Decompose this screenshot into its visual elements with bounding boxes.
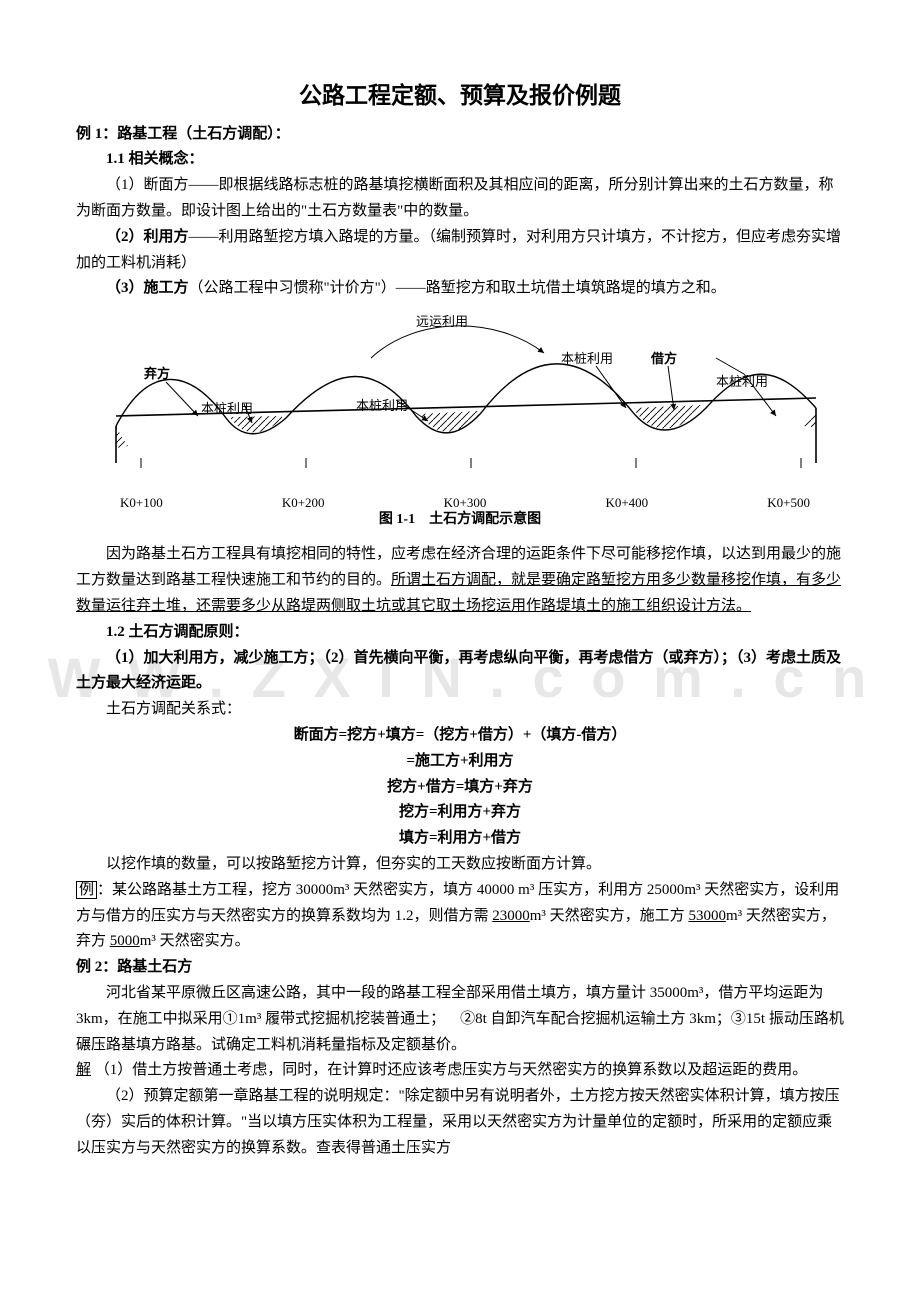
p2-lead: （2）利用方 [106, 229, 189, 245]
after-p1: 因为路基土石方工程具有填挖相同的特性，应考虑在经济合理的运距条件下尽可能移挖作填… [76, 542, 844, 619]
ex-body4: m³ 天然密实方。 [140, 933, 250, 949]
diagram-caption: 图 1-1 土石方调配示意图 [76, 508, 844, 532]
earthwork-diagram: 远运利用 弃方 本桩利用 本桩利用 本桩利用 本桩利用 借方 [76, 308, 844, 488]
tick-1: K0+200 [282, 492, 325, 514]
label-local-1: 本桩利用 [201, 401, 253, 416]
ex2-p3: （2）预算定额第一章路基工程的说明规定："除定额中另有说明者外，土方挖方按天然密… [76, 1084, 844, 1161]
after-p4: 以挖作填的数量，可以按路堑挖方计算，但夯实的工天数应按断面方计算。 [76, 852, 844, 878]
formula-2: =施工方+利用方 [76, 749, 844, 775]
label-discard: 弃方 [144, 366, 170, 381]
ex-53000: 53000 [688, 908, 726, 924]
ex-23000: 23000 [492, 908, 530, 924]
p2-body: ——利用路堑挖方填入路堤的方量。（编制预算时，对利用方只计填方，不计挖方，但应考… [76, 229, 841, 271]
formula-3: 挖方+借方=填方+弃方 [76, 775, 844, 801]
example-inline: 例：某公路路基土方工程，挖方 30000m³ 天然密实方，填方 40000 m³… [76, 878, 844, 955]
label-borrow: 借方 [650, 351, 677, 366]
tick-3: K0+400 [605, 492, 648, 514]
para-1-1-1: （1）断面方——即根据线路标志桩的路基填挖横断面积及其相应间的距离，所分别计算出… [76, 173, 844, 225]
formula-4: 挖方=利用方+弃方 [76, 800, 844, 826]
tick-0: K0+100 [120, 492, 163, 514]
para-1-1-3: （3）施工方（公路工程中习惯称"计价方"）——路堑挖方和取土坑借土填筑路堤的填方… [76, 276, 844, 302]
ex2-heading: 例 2：路基土石方 [76, 955, 844, 981]
ex-body2: m³ 天然密实方，施工方 [530, 908, 689, 924]
p3-body: （公路工程中习惯称"计价方"）——路堑挖方和取土坑借土填筑路堤的填方之和。 [189, 280, 726, 296]
ex2-solution: 解 （1）借土方按普通土考虑，同时，在计算时还应该考虑压实方与天然密实方的换算系… [76, 1058, 844, 1084]
label-local-3: 本桩利用 [561, 351, 613, 366]
tick-4: K0+500 [767, 492, 810, 514]
section-1-1: 1.1 相关概念： [76, 147, 844, 173]
formula-1: 断面方=挖方+填方=（挖方+借方）+（填方-借方） [76, 723, 844, 749]
boxed-li: 例 [76, 881, 97, 899]
p3-lead: （3）施工方 [106, 280, 189, 296]
ex2-p1: 河北省某平原微丘区高速公路，其中一段的路基工程全部采用借土填方，填方量计 350… [76, 981, 844, 1058]
ex2-p2b: （1）借土方按普通土考虑，同时，在计算时还应该考虑压实方与天然密实方的换算系数以… [95, 1062, 808, 1078]
para-1-1-2: （2）利用方——利用路堑挖方填入路堤的方量。（编制预算时，对利用方只计填方，不计… [76, 225, 844, 277]
ex1-heading: 例 1：路基工程（土石方调配）： [76, 122, 844, 148]
page-title: 公路工程定额、预算及报价例题 [76, 76, 844, 116]
principles: （1）加大利用方，减少施工方；（2）首先横向平衡，再考虑纵向平衡，再考虑借方（或… [76, 646, 844, 698]
ex-5000: 5000 [110, 933, 140, 949]
jie: 解 [76, 1062, 91, 1078]
section-1-2: 1.2 土石方调配原则： [76, 620, 844, 646]
formula-5: 填方=利用方+借方 [76, 826, 844, 852]
relation-lead: 土石方调配关系式： [76, 697, 844, 723]
label-local-2: 本桩利用 [356, 398, 408, 413]
label-local-4: 本桩利用 [716, 374, 768, 389]
label-far-use: 远运利用 [416, 314, 468, 329]
